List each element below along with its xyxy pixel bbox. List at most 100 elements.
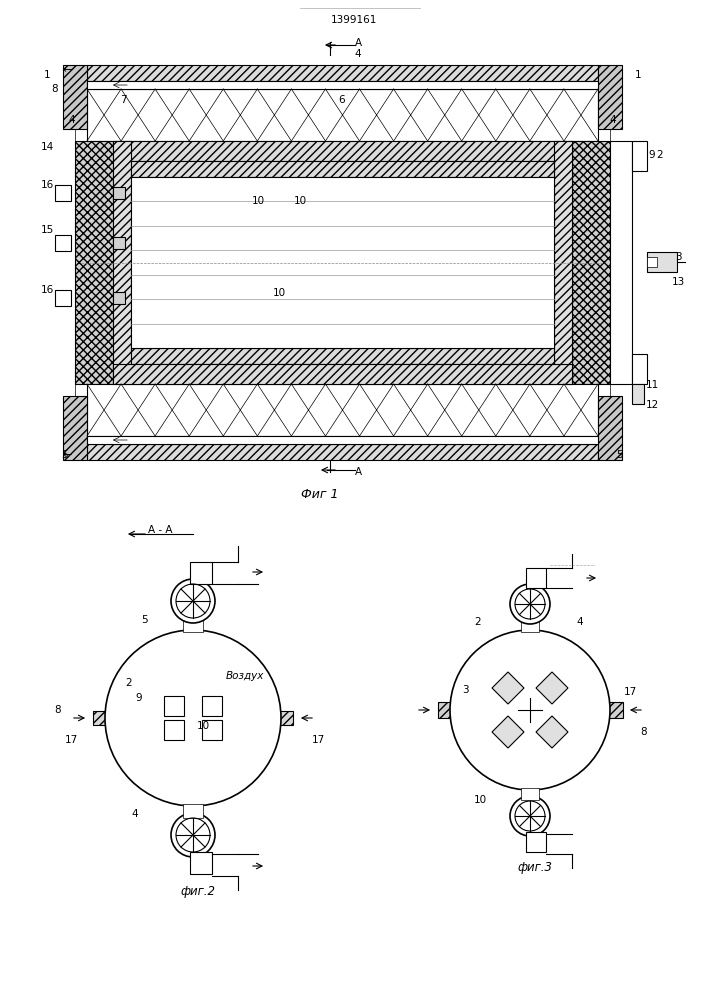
Bar [183,618,203,632]
Bar [190,562,212,584]
Text: 12: 12 [645,400,659,410]
Text: 2: 2 [126,678,132,688]
Bar [131,348,554,364]
Bar [87,436,598,444]
Text: А: А [354,38,361,48]
Bar [113,237,125,249]
Circle shape [171,579,215,623]
Bar [164,720,184,740]
Text: 17: 17 [624,687,636,697]
Circle shape [105,630,281,806]
Text: 10: 10 [272,288,286,298]
Text: 17: 17 [311,735,325,745]
Circle shape [510,584,550,624]
Text: 4: 4 [609,115,617,125]
Text: 5: 5 [617,450,624,460]
Text: 10: 10 [251,196,264,206]
Circle shape [510,796,550,836]
Bar [164,696,184,716]
Text: А - А: А - А [148,525,173,535]
Bar [87,81,598,89]
Bar [164,696,184,716]
Text: 2: 2 [657,150,663,160]
Text: 4: 4 [577,617,583,627]
Bar [131,161,554,177]
Bar [113,292,125,304]
Text: 5: 5 [62,450,69,460]
Text: 10: 10 [474,795,486,805]
Text: 10: 10 [197,721,209,731]
Text: 7: 7 [119,95,127,105]
Bar [190,852,212,874]
Text: 13: 13 [672,277,684,287]
Bar [55,290,71,306]
Text: ←: ← [62,450,71,460]
Polygon shape [492,716,524,748]
Text: 8: 8 [641,727,648,737]
Bar [164,720,184,740]
Text: 3: 3 [462,685,468,695]
Text: Фиг 1: Фиг 1 [301,488,339,502]
Text: 1: 1 [635,70,641,80]
Bar [75,141,113,384]
Text: ←: ← [62,65,71,75]
Text: фиг.3: фиг.3 [518,861,552,874]
Bar [526,568,546,588]
Bar [63,396,87,460]
Bar [87,384,598,436]
Text: 4: 4 [355,49,361,59]
Circle shape [450,630,610,790]
Text: 10: 10 [293,196,307,206]
Bar [113,187,125,199]
Bar [632,384,644,404]
Bar [113,364,572,384]
Bar [632,354,647,384]
Text: 17: 17 [64,735,78,745]
Text: 14: 14 [40,142,54,152]
Bar [55,235,71,251]
Text: A: A [354,467,361,477]
Bar [93,711,293,725]
Text: 8: 8 [52,84,58,94]
Text: 4: 4 [132,809,139,819]
Bar [202,720,222,740]
Text: 3: 3 [674,252,682,262]
Bar [113,141,572,161]
Bar [63,65,87,129]
Text: 9: 9 [649,150,655,160]
Bar [113,141,131,384]
Bar [521,788,539,800]
Bar [598,396,622,460]
Text: Воздух: Воздух [226,671,264,681]
Text: 11: 11 [645,380,659,390]
Bar [521,620,539,632]
Bar [610,141,632,384]
Bar [55,185,71,201]
Circle shape [171,813,215,857]
Bar [647,252,677,272]
Bar [598,65,622,129]
Bar [202,696,222,716]
Text: 5: 5 [141,615,148,625]
Bar [572,141,610,384]
Text: 16: 16 [40,285,54,295]
Polygon shape [536,716,568,748]
Text: 16: 16 [40,180,54,190]
Bar [87,89,598,141]
Text: 6: 6 [339,95,345,105]
Bar [632,141,647,171]
Bar [526,832,546,852]
Bar [438,702,623,718]
Bar [87,65,598,81]
Polygon shape [492,672,524,704]
Bar [131,177,554,348]
Text: 1: 1 [44,70,50,80]
Bar [87,444,598,460]
Bar [554,141,572,384]
Text: 8: 8 [54,705,62,715]
Bar [647,257,657,267]
Polygon shape [536,672,568,704]
Text: 9: 9 [136,693,142,703]
Bar [183,804,203,818]
Text: 1399161: 1399161 [331,15,378,25]
